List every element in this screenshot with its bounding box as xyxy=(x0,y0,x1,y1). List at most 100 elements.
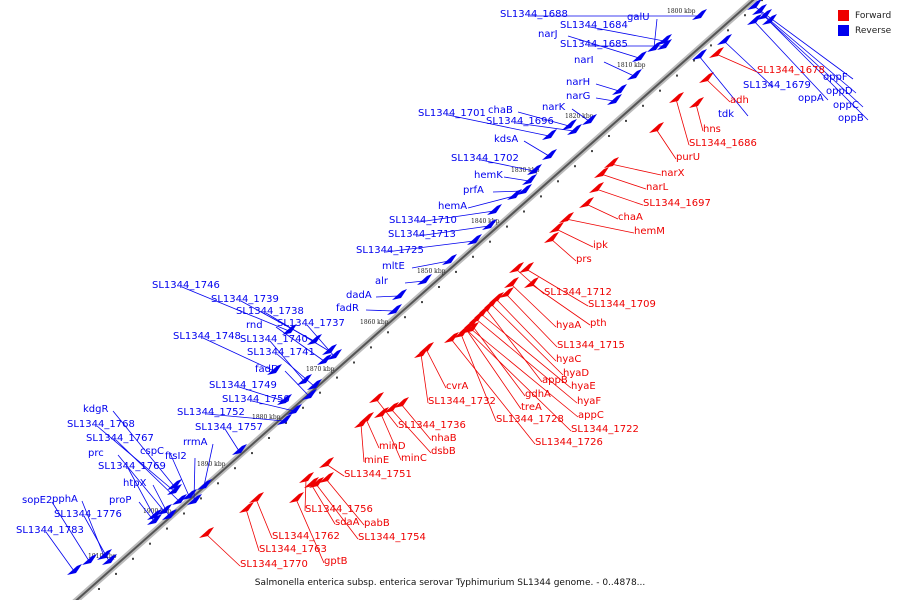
gene-label-kdsa: kdsA xyxy=(494,134,518,145)
leader-line-cspc xyxy=(169,452,190,497)
gene-label-sl1344-1762: SL1344_1762 xyxy=(272,531,340,542)
gene-label-sl1344-1686: SL1344_1686 xyxy=(689,138,757,149)
leader-line-oppf xyxy=(753,5,854,80)
rev-gene-arrow xyxy=(692,49,707,60)
rev-gene-arrow xyxy=(392,289,407,300)
gene-label-narx: narX xyxy=(661,168,685,179)
feature-mark xyxy=(506,225,508,228)
gene-label-sl1344-1737: SL1344_1737 xyxy=(277,318,345,329)
leader-line-sl1344-1749 xyxy=(238,386,285,402)
fwd-gene-arrow xyxy=(199,527,214,538)
leader-line-hyaf xyxy=(475,318,578,404)
leader-line-tdk xyxy=(698,55,749,117)
rev-gene-arrow xyxy=(172,494,187,505)
rev-gene-arrow xyxy=(327,349,342,360)
feature-mark xyxy=(387,331,389,334)
leader-line-sl1344-1701 xyxy=(447,114,550,137)
rev-gene-arrow xyxy=(417,274,432,285)
gene-label-dsbb: dsbB xyxy=(431,446,456,457)
gene-label-sl1344-1709: SL1344_1709 xyxy=(588,299,656,310)
forward-genes xyxy=(199,47,724,538)
rev-gene-arrow xyxy=(562,119,577,130)
fwd-gene-arrow xyxy=(414,347,429,358)
gene-label-hyae: hyaE xyxy=(571,381,596,392)
feature-mark xyxy=(404,316,406,319)
rev-gene-arrow xyxy=(442,254,457,265)
gene-label-prop: proP xyxy=(109,495,131,506)
fwd-gene-arrow xyxy=(479,302,494,313)
leader-line-sl1344-1741 xyxy=(276,353,315,387)
leader-line-sl1344-1725 xyxy=(385,240,475,253)
fwd-gene-arrow xyxy=(594,167,609,178)
rev-gene-arrow xyxy=(232,444,247,455)
gene-label-sl1344-1710: SL1344_1710 xyxy=(389,215,457,226)
leader-line-gptb xyxy=(295,498,325,564)
gene-label-pth: pth xyxy=(590,318,607,329)
leader-line-sl1344-1776 xyxy=(83,515,110,562)
fwd-gene-arrow xyxy=(469,312,484,323)
leader-line-sl1344-1752 xyxy=(206,413,285,422)
leader-line-hyac xyxy=(495,298,557,362)
gene-label-prc: prc xyxy=(88,448,104,459)
rev-gene-arrow xyxy=(752,4,767,15)
feature-mark xyxy=(421,301,423,304)
legend-reverse-label: Reverse xyxy=(855,25,892,36)
feature-mark xyxy=(676,74,678,77)
gene-label-hyaa: hyaA xyxy=(556,320,581,331)
gene-label-mlte: mltE xyxy=(382,261,405,272)
feature-mark xyxy=(489,240,491,243)
fwd-gene-arrow xyxy=(589,182,604,193)
rev-gene-arrow xyxy=(522,174,537,185)
rev-gene-arrow xyxy=(482,219,497,230)
leader-line-sl1344-1726 xyxy=(450,338,536,445)
gene-label-galu: galU xyxy=(627,12,650,23)
leader-line-sl1344-1757 xyxy=(224,428,240,452)
leader-line-minc xyxy=(380,413,402,461)
leader-line-sl1344-1756 xyxy=(304,478,307,512)
gene-label-chaa: chaA xyxy=(618,212,643,223)
leader-line-appb xyxy=(485,308,543,383)
gene-label-sl1344-1679: SL1344_1679 xyxy=(743,80,811,91)
gene-label-sl1344-1783: SL1344_1783 xyxy=(16,525,84,536)
leader-line-sl1344-1750 xyxy=(251,400,295,412)
gene-label-oppf: oppF xyxy=(823,72,848,83)
rev-gene-arrow xyxy=(717,34,732,45)
gene-label-trea: treA xyxy=(521,402,542,413)
rev-gene-arrow xyxy=(542,149,557,160)
gene-label-cspc: cspC xyxy=(140,446,164,457)
gene-label-alr: alr xyxy=(375,276,389,287)
gene-label-sl1344-1712: SL1344_1712 xyxy=(544,287,612,298)
leader-line-sl1344-1679 xyxy=(723,40,774,88)
leader-line-oppd xyxy=(758,10,857,94)
leader-line-sl1344-1751 xyxy=(325,463,345,477)
gene-label-tdk: tdk xyxy=(718,109,734,120)
leader-line-sl1344-1710 xyxy=(418,210,495,223)
rev-gene-arrow xyxy=(302,389,317,400)
leader-line-sl1344-1762 xyxy=(255,498,273,539)
leader-line-cvra xyxy=(425,348,447,389)
rev-gene-arrow xyxy=(182,489,197,500)
tick-label-1890-kbp: 1890 kbp xyxy=(197,461,226,468)
rev-gene-arrow xyxy=(747,0,762,10)
rev-gene-arrow xyxy=(297,374,312,385)
fwd-gene-arrow xyxy=(249,492,264,503)
leader-line-ppha xyxy=(81,500,105,557)
gene-label-hns: hns xyxy=(703,124,721,135)
tick-label-1820-kbp: 1820 kbp xyxy=(565,113,594,120)
gene-label-sl1344-1746: SL1344_1746 xyxy=(152,280,220,291)
gene-label-sl1344-1713: SL1344_1713 xyxy=(388,229,456,240)
leader-line-hema xyxy=(467,195,515,209)
rev-gene-arrow xyxy=(82,554,97,565)
feature-mark xyxy=(251,452,253,455)
genome-caption: Salmonella enterica subsp. enterica sero… xyxy=(254,578,646,588)
leader-line-sl1344-1770 xyxy=(205,533,241,567)
rev-gene-arrow xyxy=(517,184,532,195)
gene-label-prs: prs xyxy=(576,254,592,265)
rev-gene-arrow xyxy=(507,189,522,200)
leader-line-sl1344-1696 xyxy=(515,122,575,132)
gene-label-cvra: cvrA xyxy=(446,381,469,392)
feature-mark xyxy=(608,135,610,137)
leader-line-narj xyxy=(567,35,640,59)
gene-label-ftsi2: ftsI2 xyxy=(165,451,187,462)
